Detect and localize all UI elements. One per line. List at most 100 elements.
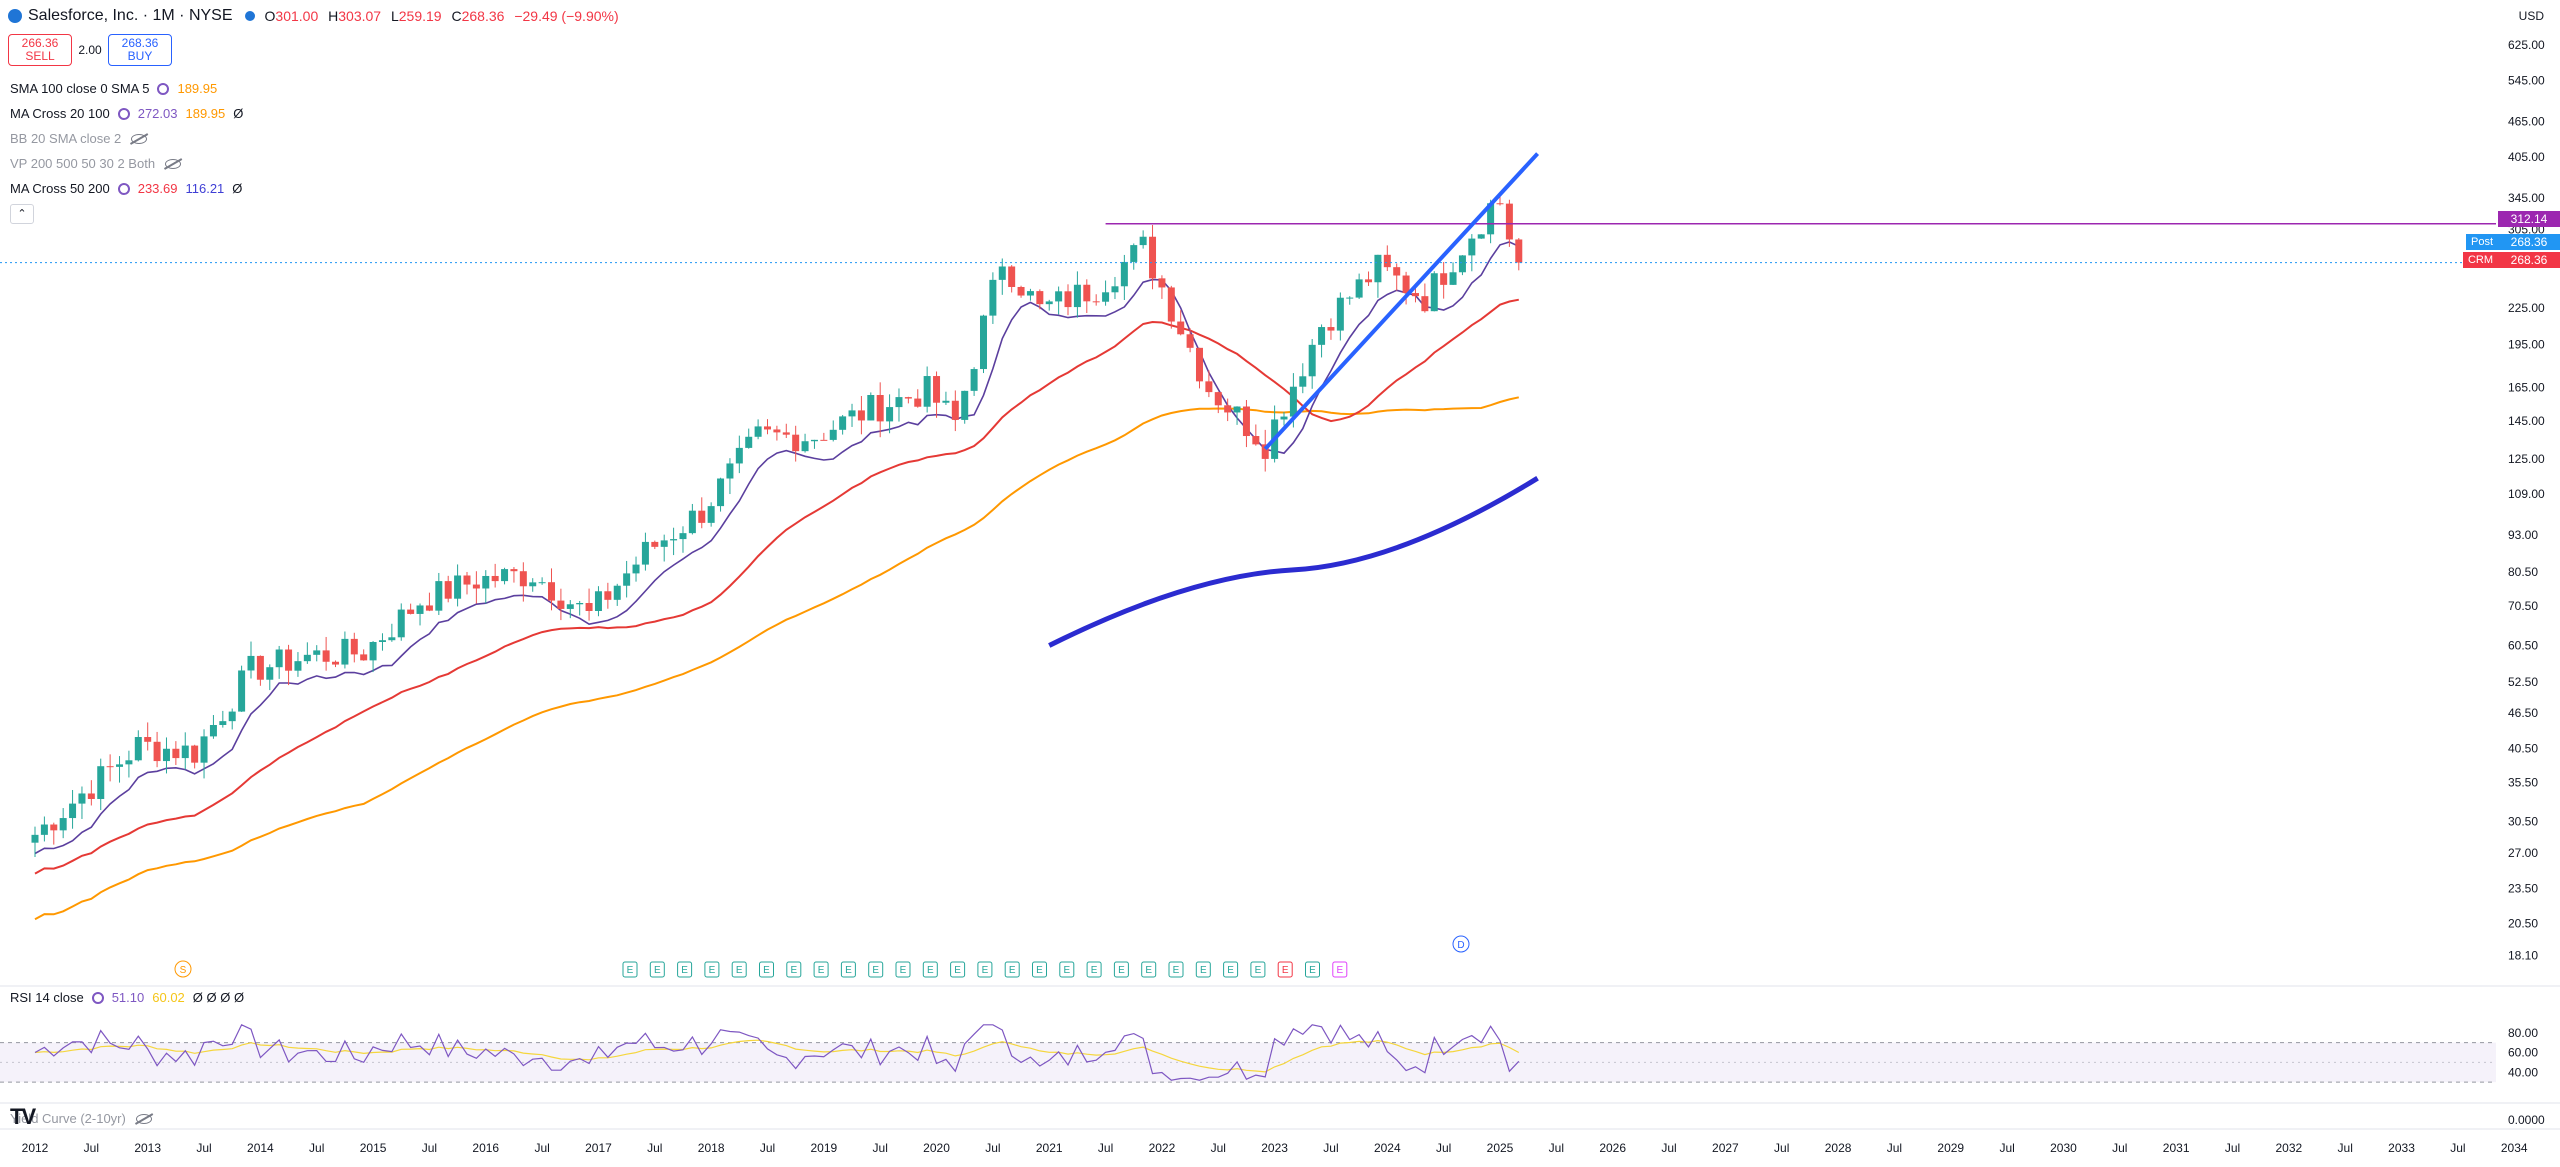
price-tick-label: 145.00 xyxy=(2508,414,2545,428)
indicator-value: 272.03 xyxy=(137,106,178,121)
earnings-box xyxy=(1332,961,1348,978)
indicator-value: 116.21 xyxy=(185,181,225,196)
dividend-marker xyxy=(1452,935,1470,953)
candle-body xyxy=(961,390,969,420)
indicator-sma100[interactable]: SMA 100 close 0 SMA 5 189.95 xyxy=(10,76,251,101)
price-tick-label: 195.00 xyxy=(2508,338,2545,352)
time-tick-label: Jul xyxy=(1774,1141,1789,1155)
price-tick-label: 18.10 xyxy=(2508,949,2538,963)
time-tick-label: Jul xyxy=(985,1141,1000,1155)
time-tick-label: Jul xyxy=(84,1141,99,1155)
indicator-value: Ø xyxy=(232,181,243,196)
settings-icon[interactable] xyxy=(117,182,130,195)
low-label: L xyxy=(390,8,399,24)
settings-icon[interactable] xyxy=(91,991,104,1004)
candle-body xyxy=(1411,293,1419,297)
hidden-eye-icon[interactable] xyxy=(131,133,148,144)
candle-body xyxy=(1505,203,1513,240)
buy-price: 268.36 xyxy=(121,36,159,50)
earnings-marker: E xyxy=(1086,961,1102,978)
change-value: −29.49 (−9.90%) xyxy=(514,8,619,24)
sell-button[interactable]: 266.36 SELL xyxy=(8,34,72,66)
indicator-ma-cross-20-100[interactable]: MA Cross 20 100 272.03 189.95 Ø xyxy=(10,101,251,126)
rsi-ma-value: 60.02 xyxy=(152,990,185,1005)
candle-body xyxy=(1102,292,1110,302)
hidden-eye-icon[interactable] xyxy=(165,158,182,169)
earnings-letter: E xyxy=(1009,965,1016,976)
price-tick-label: 345.00 xyxy=(2508,191,2545,205)
earnings-box xyxy=(1032,961,1047,978)
earnings-marker: E xyxy=(840,961,856,978)
earnings-letter: E xyxy=(681,965,688,976)
hidden-eye-icon[interactable] xyxy=(135,1113,152,1124)
rsi-line xyxy=(34,1024,1520,1081)
high-label: H xyxy=(328,8,339,24)
sma200-line xyxy=(1048,476,1539,648)
indicator-value: Ø xyxy=(233,106,244,121)
buy-button[interactable]: 268.36 BUY xyxy=(108,34,172,66)
time-tick-label: 2017 xyxy=(585,1141,612,1155)
earnings-box xyxy=(1250,961,1266,978)
low-value: 259.19 xyxy=(398,8,442,24)
price-tick-label: 125.00 xyxy=(2508,452,2545,466)
earnings-box xyxy=(786,961,802,978)
rsi-name: RSI 14 close xyxy=(10,990,84,1005)
symbol-title[interactable]: Salesforce, Inc. · 1M · NYSE xyxy=(28,7,233,24)
candle-body xyxy=(266,667,274,680)
time-tick-label: Jul xyxy=(2450,1141,2465,1155)
market-status-icon xyxy=(244,11,255,21)
candle-body xyxy=(1186,334,1194,348)
time-tick-label: 2030 xyxy=(2050,1141,2077,1155)
earnings-marker: E xyxy=(868,961,884,978)
collapse-legend-button[interactable]: ⌃ xyxy=(10,203,34,224)
earnings-letter: E xyxy=(1336,965,1343,976)
earnings-box xyxy=(1086,961,1102,978)
earnings-letter: E xyxy=(818,965,825,976)
sma20-line xyxy=(34,241,1520,855)
price-tick-label: 27.00 xyxy=(2508,846,2538,860)
earnings-box xyxy=(813,961,829,978)
candle-body xyxy=(1017,286,1025,296)
rsi-tick-label: 80.00 xyxy=(2508,1026,2538,1040)
settings-icon[interactable] xyxy=(117,107,130,120)
time-tick-label: 2031 xyxy=(2163,1141,2190,1155)
hline-price-tag: 312.14 xyxy=(2498,211,2560,227)
candle-body xyxy=(914,398,922,407)
candle-body xyxy=(641,541,649,565)
candle-body xyxy=(1458,255,1466,273)
candle-body xyxy=(1318,327,1326,345)
earnings-box xyxy=(1168,961,1184,978)
time-tick-label: 2033 xyxy=(2388,1141,2415,1155)
earnings-letter: E xyxy=(1036,965,1043,976)
candle-body xyxy=(1167,287,1175,322)
earnings-letter: E xyxy=(927,965,934,976)
candle-body xyxy=(369,642,377,661)
candle-body xyxy=(754,426,762,437)
candle-body xyxy=(970,369,978,391)
settings-icon[interactable] xyxy=(157,82,170,95)
earnings-box xyxy=(649,961,665,978)
candle-body xyxy=(256,655,264,680)
candle-body xyxy=(557,600,565,609)
candle-body xyxy=(1289,386,1297,417)
indicator-vp[interactable]: VP 200 500 50 30 2 Both xyxy=(10,151,251,176)
currency-label[interactable]: USD xyxy=(2518,9,2544,23)
indicator-ma-cross-50-200[interactable]: MA Cross 50 200 233.69 116.21 Ø xyxy=(10,176,251,201)
price-tick-label: 70.50 xyxy=(2508,599,2538,613)
candle-body xyxy=(1026,291,1034,296)
earnings-marker: E xyxy=(977,961,993,978)
candle-body xyxy=(1252,436,1260,445)
candle-body xyxy=(989,279,997,316)
trend-line xyxy=(1263,152,1540,451)
indicator-name: VP 200 500 50 30 2 Both xyxy=(10,156,156,171)
time-tick-label: 2016 xyxy=(472,1141,499,1155)
candle-body xyxy=(50,824,58,831)
earnings-letter: E xyxy=(1200,965,1207,976)
earnings-letter: E xyxy=(900,965,907,976)
time-tick-label: 2018 xyxy=(698,1141,725,1155)
indicator-bb[interactable]: BB 20 SMA close 2 xyxy=(10,126,251,151)
candle-body xyxy=(1299,376,1307,387)
earnings-box xyxy=(1277,961,1293,978)
